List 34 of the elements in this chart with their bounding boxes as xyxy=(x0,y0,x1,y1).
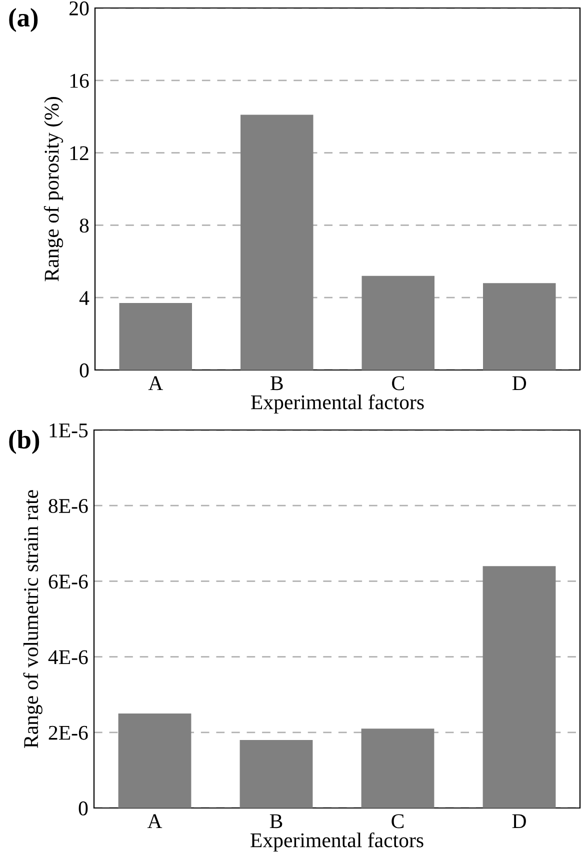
y-tick-label: 16 xyxy=(70,74,89,88)
x-tick-label: D xyxy=(512,814,526,828)
bar xyxy=(482,566,556,808)
y-tick-label: 6E-6 xyxy=(48,574,88,589)
bar xyxy=(118,714,192,808)
y-tick-label: 0 xyxy=(80,363,89,378)
y-tick-label: 8E-6 xyxy=(48,498,88,514)
bar xyxy=(240,740,313,808)
bar xyxy=(362,276,434,370)
y-axis-title: Range of porosity (%) xyxy=(44,97,64,282)
y-tick-label: 1E-5 xyxy=(50,423,88,438)
x-tick-label: B xyxy=(270,376,283,390)
y-tick-label: 0 xyxy=(78,801,88,816)
y-tick-label: 20 xyxy=(70,1,89,16)
x-tick-label: C xyxy=(392,814,404,828)
y-tick-label: 4E-6 xyxy=(48,650,88,664)
bar xyxy=(361,728,434,808)
y-tick-label: 2E-6 xyxy=(48,726,88,740)
y-tick-label: 4 xyxy=(79,291,90,305)
x-tick-label: D xyxy=(512,376,526,390)
bar xyxy=(483,283,556,370)
y-axis-title: Range of volumetric strain rate xyxy=(23,490,42,748)
x-tick-label: A xyxy=(147,814,162,828)
text: (a) xyxy=(9,8,38,32)
y-tick-label: 8 xyxy=(80,218,89,233)
x-axis-title: Experimental factors xyxy=(250,832,424,852)
text: (b) xyxy=(9,430,40,454)
bar xyxy=(240,114,314,370)
x-tick-label: B xyxy=(270,814,282,828)
x-tick-label: A xyxy=(148,376,163,390)
y-tick-label: 12 xyxy=(70,146,88,160)
x-tick-label: C xyxy=(392,376,404,390)
bar xyxy=(119,303,192,370)
x-axis-title: Experimental factors xyxy=(251,394,424,414)
